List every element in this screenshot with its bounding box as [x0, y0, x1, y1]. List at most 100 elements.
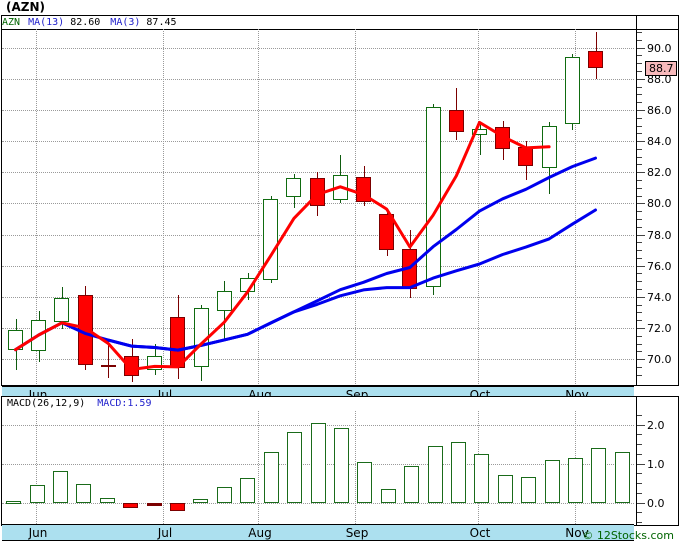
price-axis-minor-tick [637, 71, 642, 73]
price-axis-minor-tick [637, 343, 642, 345]
legend-macd-label: MACD(26,12,9) [7, 398, 86, 409]
price-axis-label: 70.0 [647, 353, 672, 367]
price-gridline [2, 327, 634, 329]
month-label: Jun [28, 526, 48, 540]
month-label: Nov [565, 526, 589, 540]
macd-histogram-bar [146, 502, 162, 506]
price-gridline [2, 172, 634, 174]
price-axis-minor-tick [637, 351, 642, 353]
price-axis-tick [637, 109, 645, 111]
price-gridline [2, 109, 634, 111]
macd-axis-tick [637, 424, 645, 426]
price-axis-label: 74.0 [647, 290, 672, 304]
macd-histogram-bar [544, 459, 560, 503]
price-axis-minor-tick [637, 133, 642, 135]
price-axis-minor-tick [637, 55, 642, 57]
macd-histogram-bar [76, 483, 92, 503]
price-axis-minor-tick [637, 289, 642, 291]
macd-month-gridline [355, 411, 356, 524]
price-axis-minor-tick [637, 187, 642, 189]
price-axis-label: 72.0 [647, 321, 672, 335]
price-axis-minor-tick [637, 273, 642, 275]
candle-body [379, 214, 395, 251]
price-axis-minor-tick [637, 312, 642, 314]
page-title: (AZN) [6, 0, 45, 14]
price-axis-label: 76.0 [647, 259, 672, 273]
macd-axis-minor-tick [637, 492, 642, 494]
price-gridline [2, 296, 634, 298]
month-label: Oct [469, 526, 491, 540]
candle-body [216, 290, 232, 311]
macd-histogram-bar [450, 442, 466, 503]
price-axis-tick [637, 78, 645, 80]
macd-axis-line [636, 397, 637, 525]
macd-histogram-bar [404, 465, 420, 503]
candle-body [472, 128, 487, 135]
macd-axis-label: 0.0 [647, 496, 665, 510]
price-month-gridline [355, 29, 356, 384]
macd-axis-minor-tick [637, 444, 642, 446]
legend-ma3-label: MA(3) [110, 17, 141, 28]
macd-histogram-bar [333, 427, 349, 503]
macd-histogram-bar [310, 422, 326, 503]
price-axis-minor-tick [637, 32, 642, 34]
price-axis-tick [637, 327, 645, 329]
legend-symbol: AZN [2, 17, 21, 28]
macd-axis-label: 1.0 [647, 457, 665, 471]
ma-short-red-line [14, 120, 551, 371]
macd-histogram-bar [567, 457, 583, 503]
macd-histogram-bar [99, 497, 115, 503]
macd-axis-minor-tick [637, 512, 642, 514]
footer-credit: © 12Stocks.com [582, 529, 674, 542]
macd-axis-label: 2.0 [647, 418, 665, 432]
macd-x-axis-month-band: Jun Jul Aug Sep Oct Nov [2, 524, 634, 541]
macd-axis-minor-tick [637, 453, 642, 455]
legend-ma13-label: MA(13) [28, 17, 65, 28]
price-axis-label: 84.0 [647, 135, 672, 149]
price-axis-minor-tick [637, 335, 642, 337]
macd-plot-area [2, 411, 634, 524]
price-gridline [2, 47, 634, 49]
price-month-gridline [258, 29, 259, 384]
macd-month-gridline [163, 411, 164, 524]
candle-body [100, 365, 116, 368]
price-axis-minor-tick [637, 86, 642, 88]
price-month-gridline [478, 29, 479, 384]
price-axis-tick [637, 359, 645, 361]
price-axis-minor-tick [637, 195, 642, 197]
price-axis-label: 86.0 [647, 103, 672, 117]
macd-axis-minor-tick [637, 522, 642, 524]
ma-slow-line [106, 208, 597, 352]
price-axis-label: 88.0 [647, 72, 672, 86]
price-axis-minor-tick [637, 242, 642, 244]
price-axis-minor-tick [637, 117, 642, 119]
price-axis-minor-tick [637, 148, 642, 150]
macd-histogram-bar [287, 432, 303, 503]
macd-axis-minor-tick [637, 414, 642, 416]
price-gridline [2, 78, 634, 80]
candle-body [564, 57, 580, 124]
macd-histogram-bar [427, 446, 443, 503]
macd-histogram-bar [193, 499, 209, 503]
price-axis-minor-tick [637, 94, 642, 96]
price-gridline [2, 265, 634, 267]
month-label: Aug [248, 526, 272, 540]
candle-body [54, 298, 70, 322]
price-axis-minor-tick [637, 63, 642, 65]
macd-axis-minor-tick [637, 473, 642, 475]
legend-macd-value: MACD:1.59 [97, 398, 152, 409]
macd-histogram-bar [29, 485, 45, 503]
price-axis-minor-tick [637, 164, 642, 166]
macd-axis-tick [637, 502, 645, 504]
price-axis-minor-tick [637, 226, 642, 228]
price-gridline [2, 141, 634, 143]
legend-ma13-value: 82.60 [70, 17, 101, 28]
price-axis-label: 90.0 [647, 41, 672, 55]
last-price-tag: 88.7 [645, 60, 677, 76]
price-axis-minor-tick [637, 250, 642, 252]
price-axis-tick [637, 203, 645, 205]
macd-histogram-bar [123, 502, 139, 508]
price-axis-tick [637, 265, 645, 267]
candle-body [448, 109, 464, 132]
